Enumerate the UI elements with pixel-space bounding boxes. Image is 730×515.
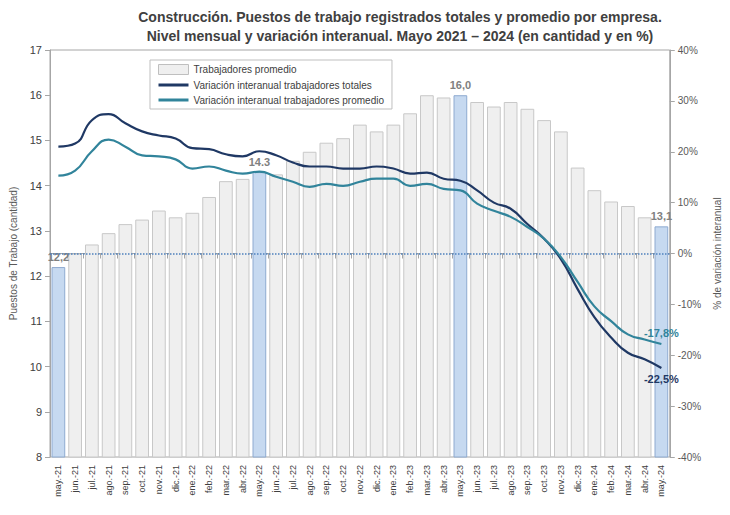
svg-text:9: 9 xyxy=(36,406,42,418)
svg-text:Nivel mensual y variación inte: Nivel mensual y variación interanual. Ma… xyxy=(147,28,654,44)
svg-text:10: 10 xyxy=(30,361,42,373)
svg-text:Variación interanual trabajado: Variación interanual trabajadores totale… xyxy=(194,80,372,91)
svg-text:ene.-23: ene.-23 xyxy=(388,465,398,496)
svg-text:sep.-21: sep.-21 xyxy=(120,465,130,495)
svg-text:nov.-22: nov.-22 xyxy=(355,465,365,494)
svg-text:17: 17 xyxy=(30,44,42,56)
svg-text:20%: 20% xyxy=(678,146,698,157)
svg-text:abr.-24: abr.-24 xyxy=(640,465,650,493)
svg-text:feb.-22: feb.-22 xyxy=(204,465,214,493)
svg-text:Variación interanual trabajado: Variación interanual trabajadores promed… xyxy=(194,95,385,106)
svg-text:12: 12 xyxy=(30,270,42,282)
svg-text:13: 13 xyxy=(30,225,42,237)
svg-text:may.-23: may.-23 xyxy=(455,465,465,497)
svg-text:mar.-23: mar.-23 xyxy=(422,465,432,496)
svg-text:dic.-22: dic.-22 xyxy=(372,465,382,492)
svg-text:-10%: -10% xyxy=(678,299,701,310)
svg-text:10%: 10% xyxy=(678,197,698,208)
svg-text:jun.-21: jun.-21 xyxy=(70,465,80,494)
svg-text:-20%: -20% xyxy=(678,350,701,361)
svg-text:oct.-23: oct.-23 xyxy=(539,465,549,493)
svg-text:16: 16 xyxy=(30,89,42,101)
svg-text:11: 11 xyxy=(31,315,42,327)
svg-text:may.-21: may.-21 xyxy=(53,465,63,497)
svg-text:30%: 30% xyxy=(678,95,698,106)
svg-text:feb.-24: feb.-24 xyxy=(606,465,616,493)
svg-text:abr.-23: abr.-23 xyxy=(439,465,449,493)
svg-text:ene.-22: ene.-22 xyxy=(187,465,197,496)
svg-text:may.-24: may.-24 xyxy=(656,465,666,497)
svg-text:12,2: 12,2 xyxy=(48,251,69,263)
svg-text:sep.-23: sep.-23 xyxy=(522,465,532,495)
svg-text:jul.-23: jul.-23 xyxy=(489,465,499,491)
svg-text:mar.-24: mar.-24 xyxy=(623,465,633,496)
svg-text:nov.-21: nov.-21 xyxy=(154,465,164,494)
svg-text:15: 15 xyxy=(30,134,42,146)
svg-text:Puestos de Trabajo (cantidad): Puestos de Trabajo (cantidad) xyxy=(8,187,19,320)
svg-text:ago.-21: ago.-21 xyxy=(104,465,114,496)
svg-text:8: 8 xyxy=(36,451,42,463)
svg-text:dic.-21: dic.-21 xyxy=(171,465,181,492)
svg-text:Construcción. Puestos de traba: Construcción. Puestos de trabajo registr… xyxy=(138,9,662,25)
svg-text:40%: 40% xyxy=(678,45,698,56)
svg-text:% de variación interanual: % de variación interanual xyxy=(712,197,723,309)
svg-text:jul.-22: jul.-22 xyxy=(288,465,298,491)
svg-text:ago.-22: ago.-22 xyxy=(305,465,315,496)
svg-text:Trabajadores promedio: Trabajadores promedio xyxy=(194,64,297,75)
svg-text:oct.-21: oct.-21 xyxy=(137,465,147,493)
svg-text:ene.-24: ene.-24 xyxy=(589,465,599,496)
svg-text:sep.-22: sep.-22 xyxy=(321,465,331,495)
svg-text:nov.-23: nov.-23 xyxy=(556,465,566,494)
svg-text:-30%: -30% xyxy=(678,401,701,412)
svg-text:ago.-23: ago.-23 xyxy=(506,465,516,496)
svg-text:jun.-22: jun.-22 xyxy=(271,465,281,494)
svg-text:oct.-22: oct.-22 xyxy=(338,465,348,493)
svg-text:jun.-23: jun.-23 xyxy=(472,465,482,494)
svg-text:16,0: 16,0 xyxy=(450,79,471,91)
svg-text:0%: 0% xyxy=(678,248,693,259)
svg-text:14.3: 14.3 xyxy=(249,156,270,168)
svg-text:14: 14 xyxy=(30,180,42,192)
svg-text:-40%: -40% xyxy=(678,452,701,463)
svg-text:feb.-23: feb.-23 xyxy=(405,465,415,493)
svg-text:13,1: 13,1 xyxy=(651,210,672,222)
svg-text:may.-22: may.-22 xyxy=(254,465,264,497)
svg-text:-17,8%: -17,8% xyxy=(644,327,679,339)
svg-text:mar.-22: mar.-22 xyxy=(221,465,231,496)
svg-text:jul.-21: jul.-21 xyxy=(87,465,97,491)
svg-text:abr.-22: abr.-22 xyxy=(238,465,248,493)
svg-text:dic.-23: dic.-23 xyxy=(573,465,583,492)
svg-text:-22,5%: -22,5% xyxy=(644,373,679,385)
